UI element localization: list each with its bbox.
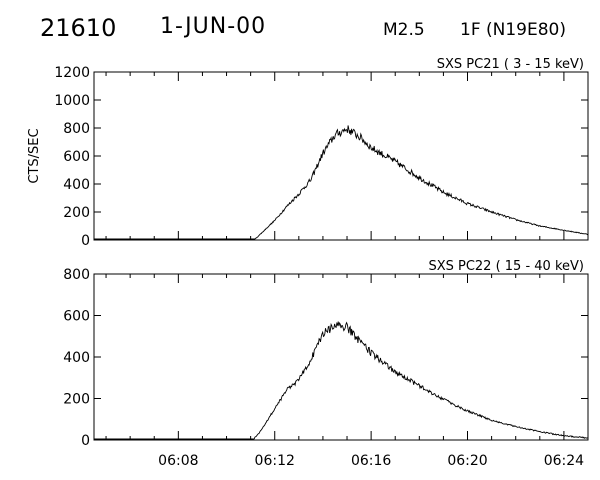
y-tick-label: 200 <box>63 392 90 408</box>
goes-class: M2.5 <box>383 20 425 40</box>
series-title: SXS PC21 ( 3 - 15 keV) <box>437 57 584 72</box>
x-tick-label: 06:16 <box>351 453 391 469</box>
x-tick-label: 06:24 <box>544 453 584 469</box>
y-tick-label: 0 <box>81 433 90 449</box>
y-axis-label: CTS/SEC <box>27 128 42 183</box>
plot-frame-2 <box>93 273 589 441</box>
y-tick-label: 400 <box>63 177 90 193</box>
x-tick-label: 06:20 <box>447 453 487 469</box>
x-tick-label: 06:08 <box>158 453 198 469</box>
y-tick-label: 400 <box>63 350 90 366</box>
optical-flare: 1F (N19E80) <box>460 20 566 40</box>
series-title: SXS PC22 ( 15 - 40 keV) <box>428 259 584 274</box>
y-tick-label: 1200 <box>54 65 90 81</box>
series-line-1 <box>94 125 589 240</box>
event-date: 1-JUN-00 <box>160 14 267 39</box>
x-tick-label: 06:12 <box>255 453 295 469</box>
y-tick-label: 800 <box>63 267 90 283</box>
y-tick-label: 1000 <box>54 93 90 109</box>
y-tick-label: 600 <box>63 149 90 165</box>
y-tick-label: 200 <box>63 205 90 221</box>
y-tick-label: 0 <box>81 233 90 249</box>
y-tick-label: 800 <box>63 121 90 137</box>
series-line-2 <box>94 321 589 440</box>
y-tick-label: 600 <box>63 309 90 325</box>
event-id: 21610 <box>40 14 117 42</box>
plot-frame-1 <box>93 71 589 241</box>
